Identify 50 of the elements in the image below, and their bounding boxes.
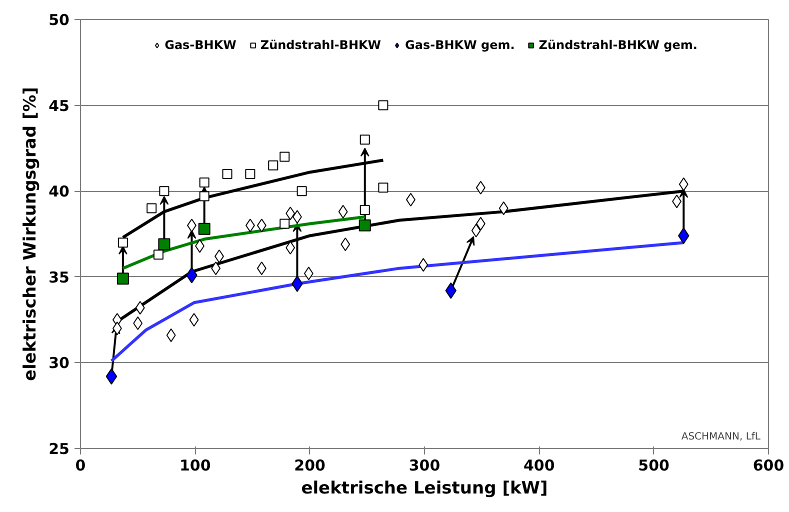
x-tick-label: 500 [638, 456, 670, 474]
x-tick-label: 100 [180, 456, 211, 474]
point [296, 186, 307, 196]
point [106, 368, 118, 385]
point [360, 204, 370, 215]
point [445, 282, 457, 299]
legend-label: Zündstrahl-BHKW gem. [538, 38, 698, 52]
annotation: ASCHMANN, LfL [681, 432, 761, 442]
x-axis-title: elektrische Leistung [kW] [301, 478, 548, 498]
y-tick-label: 35 [48, 268, 70, 286]
x-tick-label: 600 [752, 456, 784, 474]
point [146, 203, 157, 214]
point [418, 258, 428, 272]
legend-label: Gas-BHKW [164, 38, 236, 52]
point [112, 322, 122, 336]
point [338, 204, 348, 218]
legend-label: Gas-BHKW gem. [405, 38, 515, 52]
y-tick-label: 40 [48, 182, 70, 201]
point [189, 313, 199, 327]
y-axis-title: elektrischer Wirkungsgrad [%] [20, 86, 41, 382]
y-tick-label: 30 [48, 354, 70, 372]
point [304, 266, 314, 280]
x-tick-label: 200 [294, 456, 326, 474]
point [159, 186, 170, 196]
point [211, 262, 221, 276]
point [158, 238, 170, 250]
point [378, 100, 388, 110]
point [199, 191, 210, 202]
x-tick-label: 300 [408, 456, 440, 474]
point [198, 222, 210, 235]
y-tick-label: 25 [48, 440, 70, 458]
point [280, 152, 290, 162]
legend-label: Zündstrahl-BHKW [260, 38, 382, 52]
point [256, 218, 266, 232]
y-tick-label: 45 [48, 96, 70, 115]
point [153, 250, 164, 260]
point [256, 262, 266, 276]
y-tick-label: 50 [48, 11, 70, 29]
x-tick-label: 400 [524, 456, 555, 474]
point [118, 238, 128, 248]
point [116, 272, 129, 285]
point [476, 180, 486, 194]
point [378, 182, 388, 193]
point [280, 218, 290, 229]
point [286, 206, 296, 220]
point [471, 224, 481, 238]
point [268, 160, 278, 170]
point [358, 219, 371, 232]
point [360, 134, 370, 145]
x-tick-label: 0 [75, 456, 86, 474]
